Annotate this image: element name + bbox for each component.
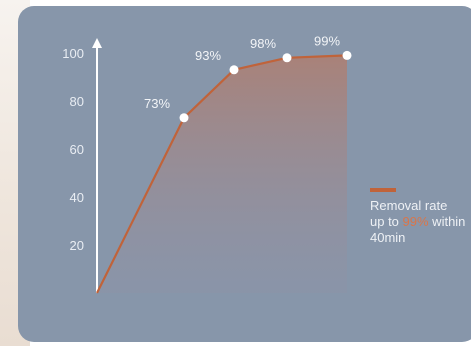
data-point — [229, 65, 239, 75]
y-axis-arrow — [92, 38, 102, 48]
legend-line-2: up to 99% within — [370, 214, 471, 230]
chart-legend: Removal rate up to 99% within 40min — [370, 188, 471, 246]
data-point — [342, 50, 352, 60]
legend-line-1: Removal rate — [370, 198, 448, 213]
y-tick-label: 100 — [62, 46, 84, 61]
legend-swatch — [370, 188, 396, 192]
area-fill — [97, 55, 347, 294]
y-tick-label: 60 — [70, 142, 84, 157]
legend-line-3: 40min — [370, 230, 406, 245]
legend-highlight-value: 99% — [402, 214, 429, 229]
chart-panel: 20 40 60 80 100 73% 93% 98% 99% Removal rate up… — [18, 6, 471, 342]
legend-line-2-suffix: within — [428, 214, 466, 229]
legend-line-2-prefix: up to — [370, 214, 403, 229]
data-point — [282, 53, 292, 63]
data-label: 99% — [314, 33, 340, 48]
data-label: 93% — [195, 48, 221, 63]
data-label: 73% — [144, 96, 170, 111]
data-label: 98% — [250, 36, 276, 51]
removal-rate-chart: 20 40 60 80 100 73% 93% 98% 99% — [62, 33, 352, 294]
data-point — [179, 113, 189, 123]
y-tick-label: 80 — [70, 94, 84, 109]
y-tick-label: 40 — [70, 190, 84, 205]
y-tick-label: 20 — [70, 238, 84, 253]
